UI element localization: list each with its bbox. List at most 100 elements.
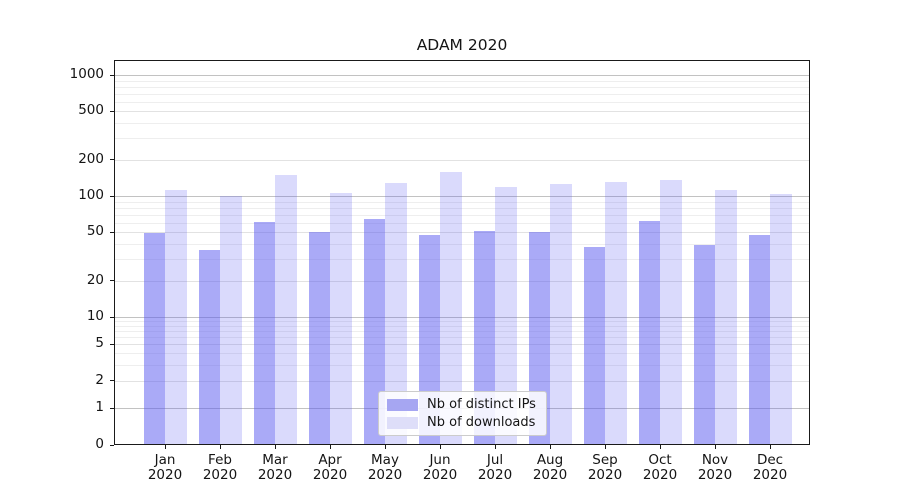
legend-entry-distinct-ips: Nb of distinct IPs [387,397,538,412]
gridline [115,214,809,216]
legend: Nb of distinct IPs Nb of downloads [378,391,547,436]
x-tick-label-dec: Dec 2020 [752,452,788,483]
x-tick-label-jul: Jul 2020 [477,452,513,483]
gridline [115,93,809,95]
y-tick-mark [110,316,114,318]
bar-downloads-dec [770,194,792,444]
gridline [115,201,809,203]
plot-area [114,60,810,445]
bar-downloads-nov [715,190,737,444]
x-tick-mark [770,445,771,449]
bar-distinct-ips-apr [308,232,330,444]
gridline [115,138,809,140]
gridline [115,344,809,346]
y-tick-mark [110,159,114,161]
x-tick-label-feb: Feb 2020 [202,452,238,483]
gridline [115,353,809,355]
bar-distinct-ips-jul [473,231,495,444]
x-tick-label-oct: Oct 2020 [642,452,678,483]
gridline [115,80,809,82]
bar-downloads-oct [660,180,682,444]
bar-distinct-ips-feb [198,249,220,444]
legend-swatch-downloads [387,416,418,429]
y-tick-label: 5 [95,335,104,352]
y-tick-mark [110,280,114,282]
x-tick-mark [550,445,551,449]
gridline [115,123,809,125]
gridline [115,232,809,234]
y-tick-label: 0 [95,436,104,452]
y-tick-label: 10 [86,308,104,324]
y-tick-label: 200 [78,150,104,167]
gridline [115,111,809,113]
x-tick-mark [385,445,386,449]
bar-distinct-ips-mar [253,221,275,444]
gridline [115,337,809,339]
bar-downloads-apr [330,193,352,444]
x-tick-mark [605,445,606,449]
gridline [115,222,809,224]
x-tick-mark [660,445,661,449]
y-tick-label: 1000 [69,66,104,82]
bar-downloads-jul [495,187,517,444]
x-tick-label-sep: Sep 2020 [587,452,623,483]
gridline [115,331,809,333]
bar-downloads-may [385,183,407,444]
bar-downloads-sep [605,182,627,444]
x-tick-mark [275,445,276,449]
y-tick-label: 20 [86,271,104,288]
x-tick-label-jan: Jan 2020 [147,452,183,483]
legend-label-distinct-ips: Nb of distinct IPs [427,397,536,412]
bar-downloads-aug [550,183,572,444]
y-tick-mark [110,380,114,382]
y-tick-label: 500 [78,102,104,119]
bar-distinct-ips-may [363,218,385,444]
y-tick-mark [110,231,114,233]
bar-downloads-jun [440,172,462,444]
chart-title: ADAM 2020 [416,36,508,54]
x-tick-label-aug: Aug 2020 [532,452,568,483]
x-tick-label-jun: Jun 2020 [422,452,458,483]
gridline [115,86,809,88]
legend-swatch-distinct-ips [387,398,418,411]
x-tick-mark [165,445,166,449]
y-tick-label: 100 [78,187,104,203]
x-tick-label-mar: Mar 2020 [257,452,293,483]
gridline [115,321,809,323]
gridline [115,364,809,366]
y-tick-mark [110,407,114,409]
gridline [115,280,809,282]
y-tick-mark [110,343,114,345]
x-tick-mark [330,445,331,449]
bar-downloads-mar [275,174,297,444]
bar-distinct-ips-dec [748,234,770,444]
y-tick-mark [110,74,114,76]
x-tick-mark [715,445,716,449]
gridline [115,380,809,382]
gridline [115,159,809,161]
gridline [115,207,809,209]
gridline [115,101,809,103]
y-tick-mark [110,444,114,446]
y-tick-label: 50 [86,223,104,240]
legend-label-downloads: Nb of downloads [427,415,536,430]
gridline [115,325,809,327]
bar-downloads-jan [165,189,187,444]
x-tick-mark [440,445,441,449]
y-tick-mark [110,110,114,112]
x-tick-label-apr: Apr 2020 [312,452,348,483]
y-tick-label: 2 [95,371,104,388]
bar-downloads-feb [220,196,242,444]
legend-entry-downloads: Nb of downloads [387,415,538,430]
y-tick-mark [110,195,114,197]
gridline [115,317,809,318]
x-tick-mark [220,445,221,449]
bar-distinct-ips-sep [583,246,605,444]
gridline [115,75,809,76]
bar-distinct-ips-oct [638,221,660,444]
gridline [115,196,809,197]
gridline [115,244,809,246]
x-tick-label-nov: Nov 2020 [697,452,733,483]
y-tick-label: 1 [95,399,104,415]
